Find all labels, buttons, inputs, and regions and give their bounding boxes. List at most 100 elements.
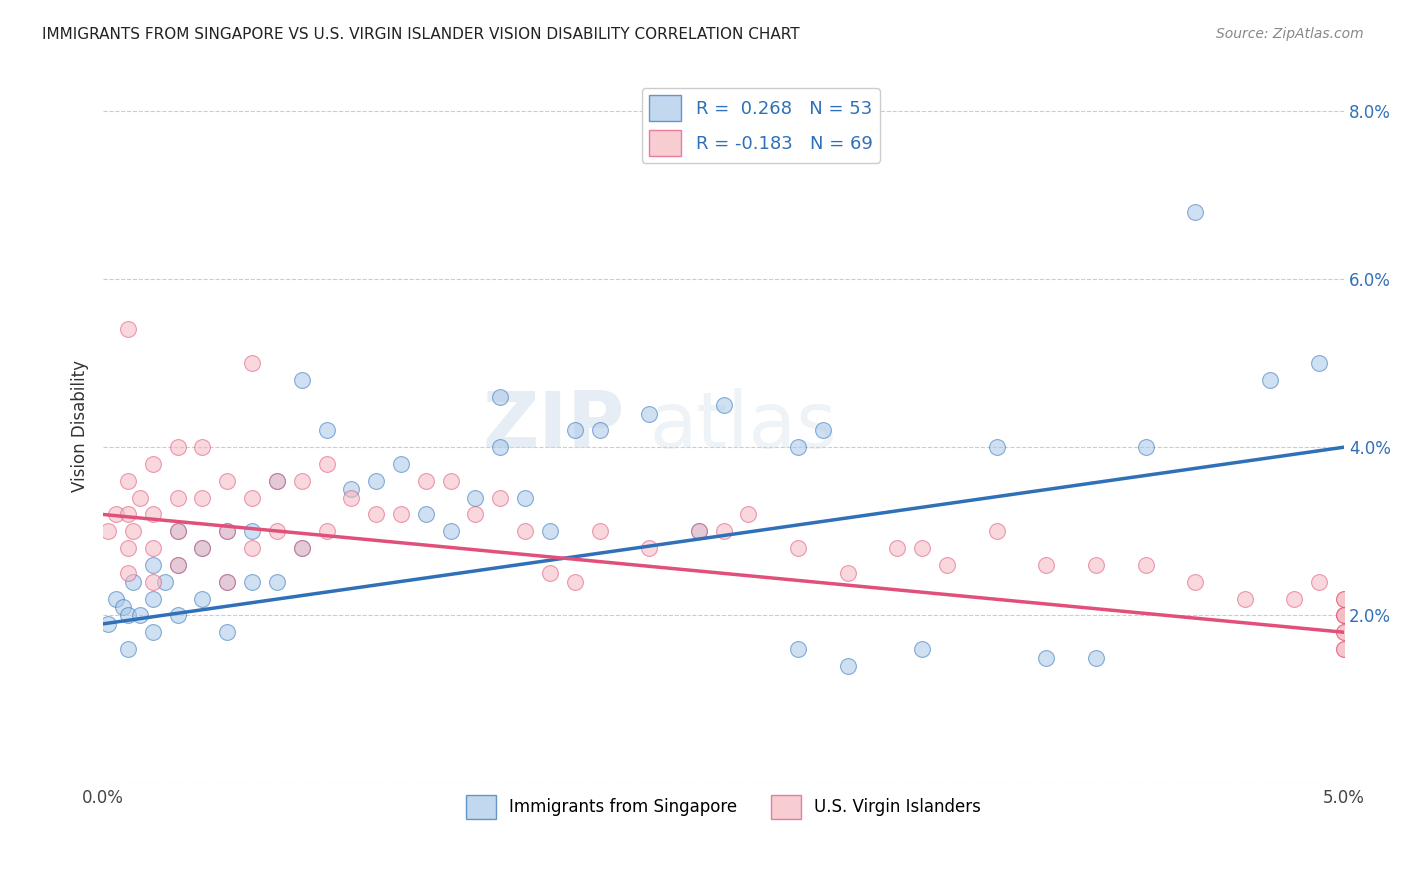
Point — [1084, 558, 1107, 572]
Point — [713, 398, 735, 412]
Point — [217, 524, 239, 539]
Point — [688, 524, 710, 539]
Point — [464, 491, 486, 505]
Point — [191, 541, 214, 556]
Point — [1308, 574, 1330, 589]
Point — [489, 440, 512, 454]
Point — [1184, 204, 1206, 219]
Point — [191, 591, 214, 606]
Point — [986, 524, 1008, 539]
Point — [142, 591, 165, 606]
Point — [1333, 625, 1355, 640]
Point — [97, 616, 120, 631]
Point — [1333, 591, 1355, 606]
Point — [191, 491, 214, 505]
Point — [266, 474, 288, 488]
Point — [366, 474, 388, 488]
Point — [117, 642, 139, 657]
Point — [166, 491, 188, 505]
Point — [166, 524, 188, 539]
Point — [489, 390, 512, 404]
Point — [787, 440, 810, 454]
Point — [117, 508, 139, 522]
Point — [217, 625, 239, 640]
Point — [811, 423, 834, 437]
Point — [588, 423, 610, 437]
Point — [266, 474, 288, 488]
Point — [688, 524, 710, 539]
Point — [240, 356, 263, 370]
Point — [936, 558, 959, 572]
Point — [217, 474, 239, 488]
Point — [266, 574, 288, 589]
Point — [104, 508, 127, 522]
Point — [588, 524, 610, 539]
Point — [1333, 608, 1355, 623]
Point — [191, 541, 214, 556]
Point — [340, 482, 363, 496]
Point — [166, 608, 188, 623]
Point — [122, 524, 145, 539]
Point — [1333, 608, 1355, 623]
Point — [240, 574, 263, 589]
Point — [366, 508, 388, 522]
Point — [240, 541, 263, 556]
Point — [166, 524, 188, 539]
Point — [1333, 625, 1355, 640]
Point — [886, 541, 908, 556]
Point — [837, 659, 859, 673]
Point — [1333, 642, 1355, 657]
Point — [142, 625, 165, 640]
Point — [291, 541, 314, 556]
Point — [1333, 608, 1355, 623]
Point — [217, 524, 239, 539]
Point — [315, 457, 337, 471]
Point — [166, 558, 188, 572]
Point — [439, 474, 461, 488]
Point — [911, 642, 934, 657]
Point — [240, 524, 263, 539]
Point — [142, 541, 165, 556]
Point — [513, 524, 536, 539]
Point — [291, 474, 314, 488]
Point — [117, 474, 139, 488]
Point — [538, 566, 561, 581]
Point — [166, 440, 188, 454]
Point — [513, 491, 536, 505]
Text: atlas: atlas — [650, 388, 837, 464]
Point — [117, 566, 139, 581]
Point — [1233, 591, 1256, 606]
Point — [142, 558, 165, 572]
Point — [315, 423, 337, 437]
Point — [315, 524, 337, 539]
Point — [217, 574, 239, 589]
Point — [142, 574, 165, 589]
Y-axis label: Vision Disability: Vision Disability — [72, 360, 89, 492]
Point — [129, 491, 152, 505]
Point — [787, 541, 810, 556]
Point — [415, 508, 437, 522]
Point — [291, 541, 314, 556]
Point — [787, 642, 810, 657]
Point — [104, 591, 127, 606]
Point — [1035, 650, 1057, 665]
Point — [837, 566, 859, 581]
Point — [638, 541, 661, 556]
Point — [117, 322, 139, 336]
Point — [1135, 440, 1157, 454]
Point — [1333, 642, 1355, 657]
Legend: Immigrants from Singapore, U.S. Virgin Islanders: Immigrants from Singapore, U.S. Virgin I… — [460, 789, 988, 825]
Point — [217, 574, 239, 589]
Text: Source: ZipAtlas.com: Source: ZipAtlas.com — [1216, 27, 1364, 41]
Point — [266, 524, 288, 539]
Point — [191, 440, 214, 454]
Point — [1084, 650, 1107, 665]
Point — [1258, 373, 1281, 387]
Point — [166, 558, 188, 572]
Point — [153, 574, 176, 589]
Point — [713, 524, 735, 539]
Point — [389, 457, 412, 471]
Point — [638, 407, 661, 421]
Text: ZIP: ZIP — [482, 388, 624, 464]
Point — [489, 491, 512, 505]
